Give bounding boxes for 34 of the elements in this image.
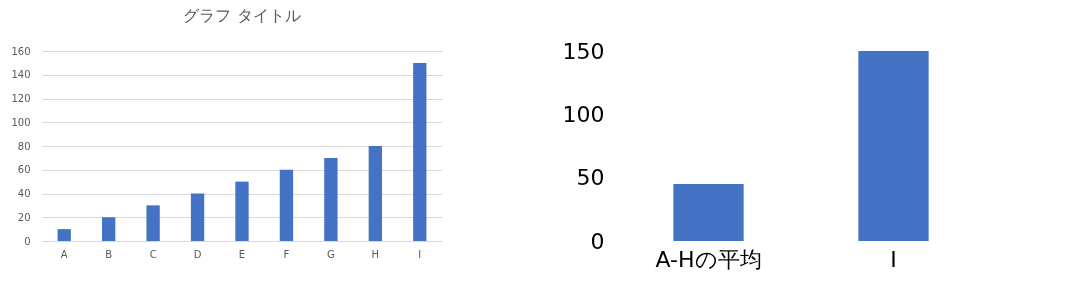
x-tick-label: F: [283, 248, 290, 260]
x-tick-label: A: [60, 248, 68, 260]
x-tick-label: I: [418, 248, 422, 260]
y-tick-label: 20: [17, 211, 31, 223]
bar: [368, 146, 382, 241]
bar: [279, 169, 294, 241]
x-tick-label: E: [238, 248, 246, 260]
y-tick-label: 0: [590, 228, 605, 254]
bar: [190, 193, 205, 241]
bar: [235, 181, 249, 241]
bar: [413, 62, 427, 241]
x-tick-label: H: [371, 248, 380, 260]
x-tick-label: B: [105, 248, 113, 260]
y-tick-label: 140: [11, 69, 31, 81]
x-tick-label: G: [327, 248, 335, 260]
y-tick-label: 150: [562, 38, 605, 64]
y-tick-label: 60: [17, 164, 31, 176]
y-tick-label: 100: [11, 116, 31, 128]
bar: [57, 229, 71, 241]
y-tick-label: 50: [576, 165, 605, 191]
y-tick-label: 160: [11, 45, 31, 57]
y-tick-label: 0: [24, 235, 31, 247]
y-tick-label: 40: [17, 188, 31, 199]
x-tick-label: A-Hの平均: [655, 246, 762, 272]
bar: [102, 217, 116, 241]
y-tick-label: 80: [17, 140, 31, 152]
x-tick-label: D: [193, 248, 202, 260]
bar: [146, 205, 160, 241]
x-tick-label: I: [890, 246, 897, 272]
chart-title: グラフ タイトル: [183, 6, 301, 25]
x-tick-label: C: [149, 248, 157, 260]
y-tick-label: 100: [562, 101, 605, 127]
y-tick-label: 120: [11, 93, 31, 104]
bar: [324, 157, 338, 241]
